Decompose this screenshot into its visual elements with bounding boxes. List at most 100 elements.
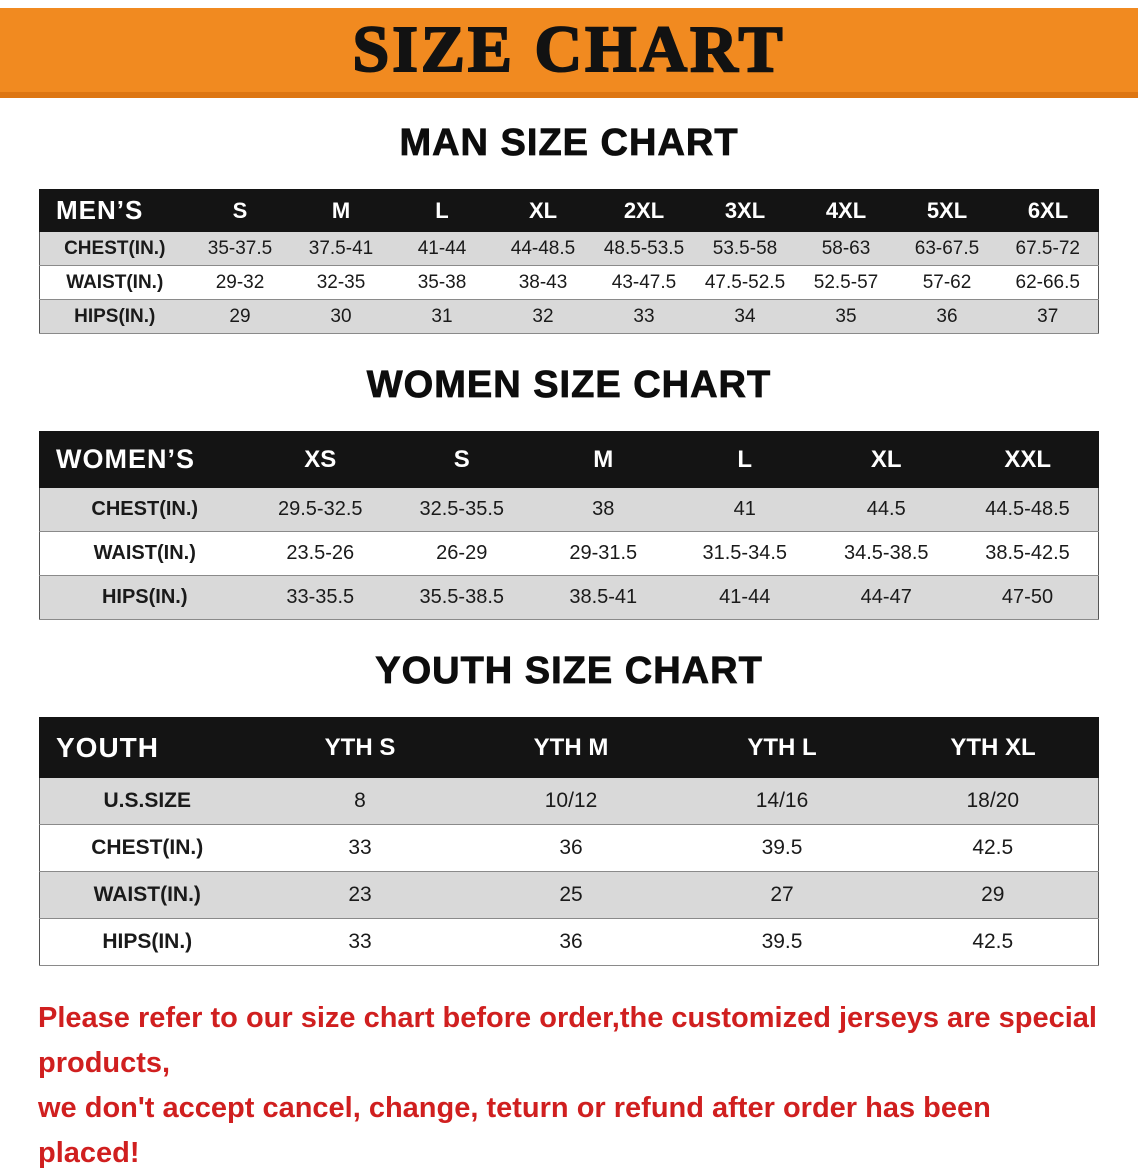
- size-header-cell: XL: [492, 189, 594, 232]
- value-cell: 37.5-41: [290, 231, 392, 266]
- table-row: HIPS(IN.) 33-35.5 35.5-38.5 38.5-41 41-44 44-…: [39, 575, 1099, 620]
- size-header-cell: S: [189, 189, 291, 232]
- value-cell: 58-63: [795, 231, 897, 266]
- row-label-cell: HIPS(IN.): [39, 918, 255, 966]
- value-cell: 53.5-58: [694, 231, 796, 266]
- size-header-cell: L: [391, 189, 493, 232]
- value-cell: 18/20: [887, 777, 1099, 825]
- table-header-row: MEN’S S M L XL 2XL 3XL 4XL 5XL 6XL: [39, 189, 1099, 232]
- row-label-cell: CHEST(IN.): [39, 487, 250, 532]
- value-cell: 57-62: [896, 265, 998, 300]
- value-cell: 31: [391, 299, 493, 334]
- value-cell: 62-66.5: [997, 265, 1099, 300]
- man-size-table: MEN’S S M L XL 2XL 3XL 4XL 5XL 6XL CHEST(IN.) 35-37…: [39, 189, 1099, 334]
- value-cell: 35: [795, 299, 897, 334]
- section-title-man: MAN SIZE CHART: [399, 122, 739, 165]
- value-cell: 42.5: [887, 824, 1099, 872]
- size-header-cell: 6XL: [997, 189, 1099, 232]
- value-cell: 47-50: [957, 575, 1099, 620]
- value-cell: 37: [997, 299, 1099, 334]
- youth-size-table: YOUTH YTH S YTH M YTH L YTH XL U.S.SIZE 8 10/12…: [39, 717, 1099, 966]
- table-header-row: YOUTH YTH S YTH M YTH L YTH XL: [39, 717, 1099, 778]
- table-row: CHEST(IN.) 29.5-32.5 32.5-35.5 38 41 44.5 44.5…: [39, 487, 1099, 532]
- table-title-cell: WOMEN’S: [39, 431, 250, 488]
- size-header-cell: XXL: [956, 431, 1099, 488]
- value-cell: 67.5-72: [997, 231, 1099, 266]
- value-cell: 33-35.5: [249, 575, 391, 620]
- value-cell: 63-67.5: [896, 231, 998, 266]
- value-cell: 41: [674, 487, 816, 532]
- footer-note-line-1: Please refer to our size chart before or…: [38, 1002, 1097, 1079]
- value-cell: 23: [254, 871, 466, 919]
- size-header-cell: XS: [249, 431, 392, 488]
- row-label-cell: WAIST(IN.): [39, 871, 255, 919]
- size-header-cell: XL: [815, 431, 958, 488]
- value-cell: 44.5-48.5: [957, 487, 1099, 532]
- value-cell: 52.5-57: [795, 265, 897, 300]
- size-header-cell: YTH XL: [887, 717, 1099, 778]
- value-cell: 44.5: [815, 487, 957, 532]
- value-cell: 23.5-26: [249, 531, 391, 576]
- value-cell: 32: [492, 299, 594, 334]
- value-cell: 43-47.5: [593, 265, 695, 300]
- value-cell: 35.5-38.5: [391, 575, 533, 620]
- value-cell: 47.5-52.5: [694, 265, 796, 300]
- table-row: HIPS(IN.) 33 36 39.5 42.5: [39, 918, 1099, 966]
- table-header-row: WOMEN’S XS S M L XL XXL: [39, 431, 1099, 488]
- women-size-chart-section: WOMEN SIZE CHART WOMEN’S XS S M L XL XXL CHEST(…: [0, 364, 1138, 620]
- row-label-cell: CHEST(IN.): [39, 231, 190, 266]
- women-size-table: WOMEN’S XS S M L XL XXL CHEST(IN.) 29.5-32.5 32.5…: [39, 431, 1099, 620]
- banner: SIZE CHART: [0, 8, 1138, 98]
- value-cell: 38: [532, 487, 674, 532]
- value-cell: 31.5-34.5: [674, 531, 816, 576]
- value-cell: 34: [694, 299, 796, 334]
- row-label-cell: HIPS(IN.): [39, 575, 250, 620]
- value-cell: 36: [465, 824, 677, 872]
- value-cell: 29.5-32.5: [249, 487, 391, 532]
- table-row: WAIST(IN.) 29-32 32-35 35-38 38-43 43-47.5 47.…: [39, 265, 1099, 300]
- value-cell: 29: [189, 299, 291, 334]
- table-row: HIPS(IN.) 29 30 31 32 33 34 35 36 37: [39, 299, 1099, 334]
- size-header-cell: YTH S: [254, 717, 466, 778]
- footer-note-line-2: we don't accept cancel, change, teturn o…: [38, 1091, 991, 1169]
- size-header-cell: 3XL: [694, 189, 796, 232]
- row-label-cell: WAIST(IN.): [39, 265, 190, 300]
- table-row: WAIST(IN.) 23 25 27 29: [39, 871, 1099, 919]
- value-cell: 38.5-41: [532, 575, 674, 620]
- value-cell: 30: [290, 299, 392, 334]
- value-cell: 29-32: [189, 265, 291, 300]
- value-cell: 34.5-38.5: [815, 531, 957, 576]
- size-header-cell: M: [532, 431, 675, 488]
- value-cell: 10/12: [465, 777, 677, 825]
- value-cell: 44-48.5: [492, 231, 594, 266]
- value-cell: 48.5-53.5: [593, 231, 695, 266]
- table-row: WAIST(IN.) 23.5-26 26-29 29-31.5 31.5-34.5 34…: [39, 531, 1099, 576]
- size-header-cell: 2XL: [593, 189, 695, 232]
- size-header-cell: L: [673, 431, 816, 488]
- value-cell: 27: [676, 871, 888, 919]
- value-cell: 29: [887, 871, 1099, 919]
- value-cell: 8: [254, 777, 466, 825]
- row-label-cell: U.S.SIZE: [39, 777, 255, 825]
- value-cell: 41-44: [674, 575, 816, 620]
- value-cell: 33: [593, 299, 695, 334]
- value-cell: 32.5-35.5: [391, 487, 533, 532]
- value-cell: 29-31.5: [532, 531, 674, 576]
- table-row: CHEST(IN.) 33 36 39.5 42.5: [39, 824, 1099, 872]
- section-title-women: WOMEN SIZE CHART: [366, 364, 772, 407]
- value-cell: 36: [896, 299, 998, 334]
- table-row: CHEST(IN.) 35-37.5 37.5-41 41-44 44-48.5 48.5…: [39, 231, 1099, 266]
- value-cell: 35-37.5: [189, 231, 291, 266]
- value-cell: 32-35: [290, 265, 392, 300]
- table-title-cell: MEN’S: [39, 189, 190, 232]
- banner-title: SIZE CHART: [352, 13, 786, 86]
- value-cell: 39.5: [676, 918, 888, 966]
- youth-size-chart-section: YOUTH SIZE CHART YOUTH YTH S YTH M YTH L YTH…: [0, 650, 1138, 966]
- size-header-cell: S: [390, 431, 533, 488]
- value-cell: 39.5: [676, 824, 888, 872]
- size-header-cell: YTH M: [465, 717, 677, 778]
- value-cell: 25: [465, 871, 677, 919]
- man-size-chart-section: MAN SIZE CHART MEN’S S M L XL 2XL 3XL 4XL 5XL 6XL…: [0, 122, 1138, 334]
- footer-note: Please refer to our size chart before or…: [38, 996, 1100, 1176]
- value-cell: 44-47: [815, 575, 957, 620]
